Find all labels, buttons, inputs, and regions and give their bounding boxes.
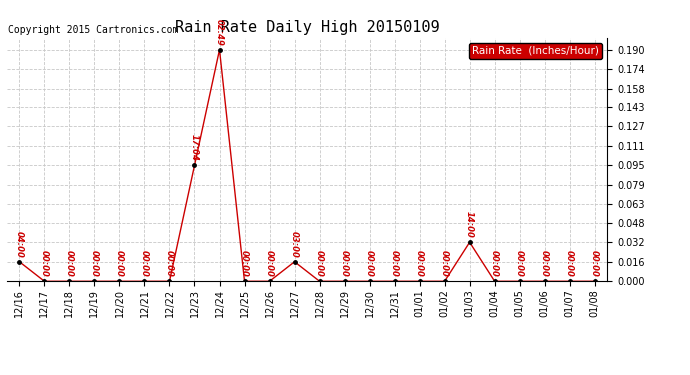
Text: 00:00: 00:00 [440,250,449,277]
Text: 00:00: 00:00 [315,250,324,277]
Text: 17:04: 17:04 [190,134,199,161]
Text: 14:00: 14:00 [465,211,474,238]
Text: 00:00: 00:00 [65,250,74,277]
Text: 04:00: 04:00 [15,231,24,258]
Text: Copyright 2015 Cartronics.com: Copyright 2015 Cartronics.com [8,25,178,35]
Legend: Rain Rate  (Inches/Hour): Rain Rate (Inches/Hour) [469,43,602,59]
Text: 00:00: 00:00 [490,250,499,277]
Text: 00:00: 00:00 [165,250,174,277]
Text: 00:00: 00:00 [90,250,99,277]
Text: 00:00: 00:00 [240,250,249,277]
Text: 00:00: 00:00 [140,250,149,277]
Text: 00:00: 00:00 [340,250,349,277]
Text: 00:00: 00:00 [565,250,574,277]
Title: Rain Rate Daily High 20150109: Rain Rate Daily High 20150109 [175,20,440,35]
Text: 02:49: 02:49 [215,19,224,45]
Text: 00:00: 00:00 [115,250,124,277]
Text: 00:00: 00:00 [365,250,374,277]
Text: 00:00: 00:00 [415,250,424,277]
Text: 00:00: 00:00 [390,250,399,277]
Text: 00:00: 00:00 [40,250,49,277]
Text: 00:00: 00:00 [540,250,549,277]
Text: 03:00: 03:00 [290,231,299,258]
Text: 00:00: 00:00 [265,250,274,277]
Text: 00:00: 00:00 [515,250,524,277]
Text: 00:00: 00:00 [590,250,599,277]
